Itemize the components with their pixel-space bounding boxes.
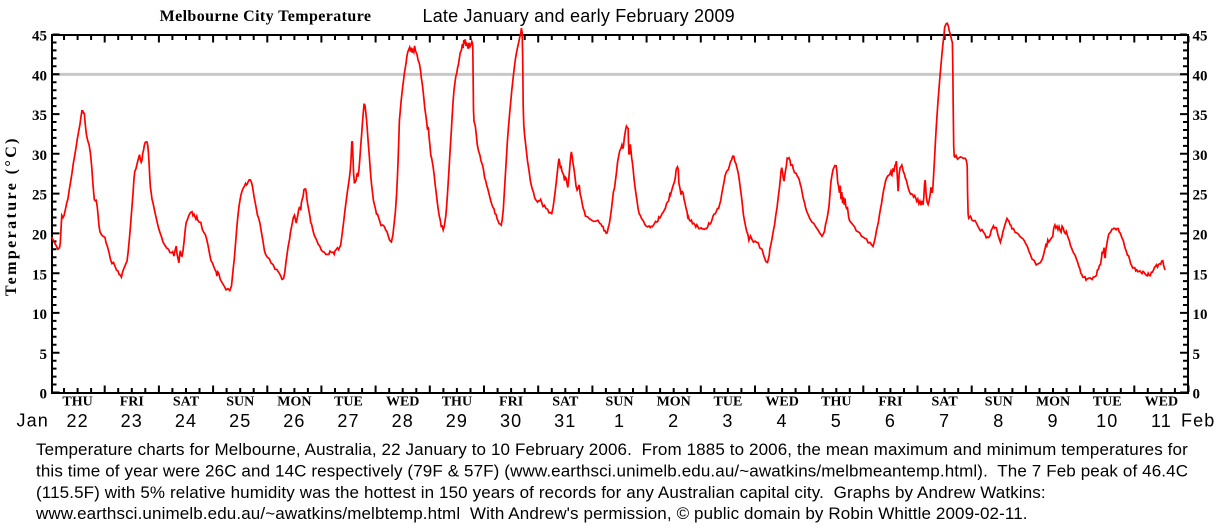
svg-text:27: 27 <box>337 411 359 431</box>
svg-text:Feb: Feb <box>1181 410 1215 430</box>
svg-text:20: 20 <box>1193 228 1208 244</box>
svg-text:5: 5 <box>831 411 842 431</box>
svg-text:TUE: TUE <box>334 395 363 410</box>
svg-text:20: 20 <box>32 228 47 244</box>
svg-text:40: 40 <box>32 68 47 84</box>
svg-text:22: 22 <box>66 411 88 431</box>
svg-text:MON: MON <box>657 395 691 410</box>
svg-text:45: 45 <box>32 29 47 45</box>
svg-text:SAT: SAT <box>552 395 579 410</box>
svg-text:25: 25 <box>32 188 47 204</box>
svg-text:5: 5 <box>40 347 48 363</box>
svg-text:4: 4 <box>777 411 788 431</box>
svg-text:10: 10 <box>1096 411 1118 431</box>
svg-text:15: 15 <box>1193 267 1208 283</box>
svg-text:0: 0 <box>40 387 48 403</box>
svg-text:THU: THU <box>62 395 92 410</box>
svg-text:FRI: FRI <box>499 395 523 410</box>
svg-text:35: 35 <box>1193 108 1208 124</box>
svg-text:30: 30 <box>32 148 47 164</box>
svg-text:Temperature (°C): Temperature (°C) <box>3 136 20 296</box>
svg-text:7: 7 <box>939 411 950 431</box>
svg-text:Jan: Jan <box>17 410 49 430</box>
svg-text:24: 24 <box>175 411 197 431</box>
svg-text:1: 1 <box>614 411 625 431</box>
svg-text:28: 28 <box>392 411 414 431</box>
svg-text:26: 26 <box>283 411 305 431</box>
svg-text:THU: THU <box>442 395 472 410</box>
svg-text:23: 23 <box>121 411 143 431</box>
svg-text:0: 0 <box>1193 387 1201 403</box>
svg-text:THU: THU <box>821 395 851 410</box>
svg-text:Temperature charts for Melbour: Temperature charts for Melbourne, Austra… <box>36 440 1188 459</box>
svg-text:9: 9 <box>1047 411 1058 431</box>
svg-text:40: 40 <box>1193 68 1208 84</box>
svg-text:Melbourne City Temperature: Melbourne City Temperature <box>160 8 372 25</box>
svg-text:5: 5 <box>1193 347 1201 363</box>
svg-text:www.earthsci.unimelb.edu.au/~a: www.earthsci.unimelb.edu.au/~awatkins/me… <box>35 504 1028 523</box>
svg-text:MON: MON <box>277 395 311 410</box>
svg-text:Late January and early Februar: Late January and early February 2009 <box>423 6 735 26</box>
svg-text:35: 35 <box>32 108 47 124</box>
svg-text:this time of year were 26C and: this time of year were 26C and 14C respe… <box>36 461 1188 480</box>
svg-text:(115.5F) with 5% relative humi: (115.5F) with 5% relative humidity was t… <box>36 483 1046 502</box>
svg-text:30: 30 <box>1193 148 1208 164</box>
svg-text:30: 30 <box>500 411 522 431</box>
svg-text:45: 45 <box>1193 29 1208 45</box>
svg-text:TUE: TUE <box>1093 395 1122 410</box>
svg-text:2: 2 <box>668 411 679 431</box>
svg-text:FRI: FRI <box>120 395 144 410</box>
svg-text:3: 3 <box>722 411 733 431</box>
svg-text:8: 8 <box>993 411 1004 431</box>
svg-text:10: 10 <box>32 307 47 323</box>
svg-text:29: 29 <box>446 411 468 431</box>
svg-text:WED: WED <box>386 395 419 410</box>
svg-text:25: 25 <box>1193 188 1208 204</box>
svg-text:15: 15 <box>32 267 47 283</box>
svg-text:11: 11 <box>1151 411 1172 431</box>
svg-text:10: 10 <box>1193 307 1208 323</box>
svg-text:31: 31 <box>554 411 576 431</box>
svg-text:6: 6 <box>885 411 896 431</box>
svg-text:SAT: SAT <box>173 395 200 410</box>
svg-text:WED: WED <box>765 395 798 410</box>
svg-text:TUE: TUE <box>714 395 743 410</box>
svg-text:FRI: FRI <box>878 395 902 410</box>
svg-text:WED: WED <box>1145 395 1178 410</box>
svg-text:25: 25 <box>229 411 251 431</box>
svg-text:SAT: SAT <box>931 395 958 410</box>
svg-text:MON: MON <box>1036 395 1070 410</box>
svg-text:SUN: SUN <box>605 395 633 410</box>
svg-text:SUN: SUN <box>985 395 1013 410</box>
svg-text:SUN: SUN <box>226 395 254 410</box>
